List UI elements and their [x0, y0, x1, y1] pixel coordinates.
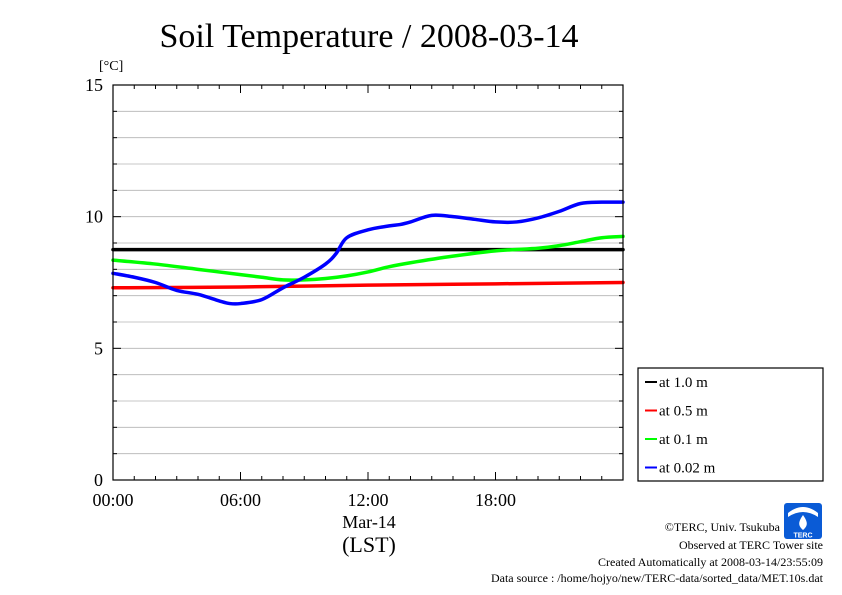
axis-ticks: 0 5 10 15 00:00 06:00 12:00 18:00: [85, 75, 624, 510]
x-tick-label: 12:00: [347, 490, 388, 510]
y-tick-label: 15: [85, 75, 103, 95]
legend: at 1.0 m at 0.5 m at 0.1 m at 0.02 m: [637, 367, 824, 482]
logo-drop-icon: [799, 515, 807, 530]
legend-label: at 0.5 m: [659, 404, 708, 420]
terc-logo: TERC: [784, 503, 822, 540]
x-tick-label: 18:00: [475, 490, 516, 510]
observed-text: Observed at TERC Tower site: [679, 538, 823, 552]
legend-label: at 0.02 m: [659, 461, 716, 477]
y-axis-unit-label: [°C]: [99, 59, 123, 74]
x-axis-date-label: Mar-14: [342, 512, 396, 532]
logo-wave-icon: [788, 507, 818, 517]
series-line-1: [111, 280, 625, 290]
x-tick-label: 00:00: [92, 490, 133, 510]
created-text: Created Automatically at 2008-03-14/23:5…: [598, 555, 823, 569]
data-source-text: Data source : /home/hojyo/new/TERC-data/…: [491, 571, 824, 585]
x-tick-label: 06:00: [220, 490, 261, 510]
y-tick-label: 0: [94, 470, 103, 490]
logo-text: TERC: [793, 533, 812, 540]
series-lines: [111, 200, 625, 306]
x-axis-timezone-label: (LST): [342, 532, 396, 557]
y-tick-label: 10: [85, 207, 103, 227]
y-tick-label: 5: [94, 338, 103, 358]
copyright-text: ©TERC, Univ. Tsukuba: [665, 520, 781, 534]
series-line-3: [111, 200, 625, 306]
legend-box: [637, 367, 824, 482]
legend-label: at 0.1 m: [659, 432, 708, 448]
legend-label: at 1.0 m: [659, 375, 708, 391]
series-line-2: [111, 234, 625, 282]
chart-title: Soil Temperature / 2008-03-14: [159, 18, 578, 55]
grid-lines: [113, 110, 623, 455]
